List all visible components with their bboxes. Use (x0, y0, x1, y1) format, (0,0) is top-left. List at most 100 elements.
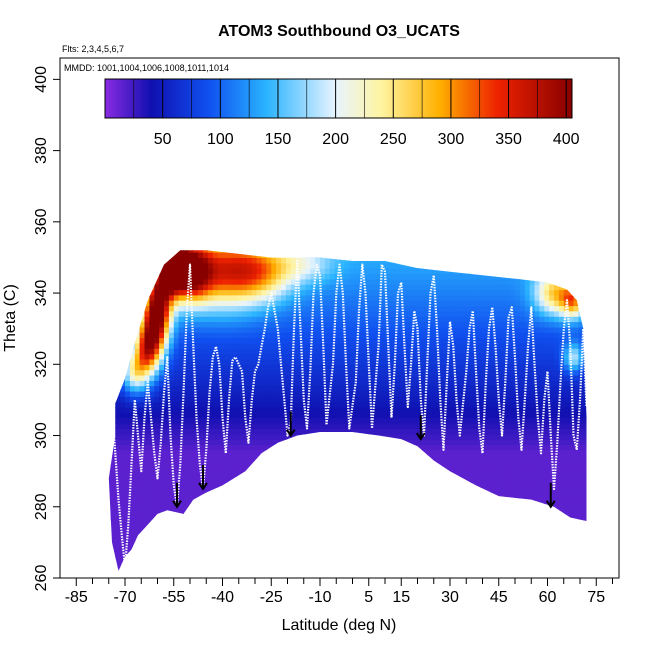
heatmap-cell (402, 278, 409, 285)
heatmap-cell (183, 449, 189, 456)
heatmap-cell (183, 519, 189, 526)
heatmap-cell (320, 481, 326, 488)
heatmap-cell (339, 529, 345, 536)
heatmap-cell (251, 556, 258, 563)
heatmap-cell (178, 444, 185, 451)
heatmap-cell (222, 551, 228, 558)
heatmap-cell (451, 412, 458, 419)
heatmap-cell (227, 310, 233, 317)
heatmap-cell (207, 455, 214, 461)
heatmap-cell (256, 284, 263, 291)
heatmap-cell (232, 273, 238, 280)
heatmap-cell (149, 497, 155, 504)
heatmap-cell (251, 460, 258, 467)
heatmap-cell (451, 268, 458, 274)
heatmap-cell (212, 439, 219, 445)
heatmap-cell (193, 305, 199, 312)
heatmap-cell (154, 262, 160, 269)
heatmap-cell (178, 385, 185, 392)
heatmap-cell (354, 353, 360, 360)
heatmap-cell (383, 562, 389, 568)
heatmap-cell (246, 407, 253, 413)
heatmap-cell (388, 529, 394, 536)
heatmap-cell (466, 380, 472, 387)
heatmap-cell (359, 401, 365, 408)
heatmap-cell (251, 545, 258, 552)
heatmap-cell (334, 503, 341, 510)
heatmap-cell (422, 449, 428, 456)
heatmap-cell (222, 497, 228, 504)
heatmap-cell (120, 342, 126, 349)
heatmap-cell (393, 300, 399, 307)
heatmap-cell (271, 417, 277, 424)
heatmap-cell (256, 524, 263, 531)
heatmap-cell (222, 278, 228, 285)
heatmap-cell (193, 316, 199, 323)
heatmap-cell (145, 241, 151, 247)
heatmap-cell (198, 369, 204, 376)
heatmap-cell (281, 332, 287, 339)
heatmap-cell (378, 364, 384, 371)
heatmap-cell (232, 556, 238, 563)
heatmap-cell (285, 294, 292, 301)
heatmap-cell (271, 503, 277, 510)
heatmap-cell (183, 567, 189, 571)
heatmap-cell (251, 284, 258, 291)
heatmap-cell (198, 455, 204, 461)
heatmap-cell (256, 396, 263, 403)
heatmap-cell (217, 353, 224, 360)
heatmap-cell (149, 284, 155, 291)
heatmap-cell (188, 326, 194, 333)
heatmap-cell (227, 305, 233, 312)
heatmap-cell (188, 332, 194, 339)
heatmap-cell (242, 556, 248, 563)
heatmap-cell (373, 545, 380, 552)
heatmap-cell (164, 342, 170, 349)
heatmap-cell (188, 342, 194, 349)
heatmap-cell (217, 342, 224, 349)
heatmap-cell (168, 417, 175, 424)
heatmap-cell (281, 268, 287, 274)
heatmap-cell (339, 567, 345, 571)
heatmap-cell (383, 455, 389, 461)
heatmap-cell (134, 262, 141, 269)
heatmap-cell (368, 444, 375, 451)
heatmap-cell (173, 305, 180, 312)
heatmap-cell (125, 503, 131, 510)
heatmap-cell (251, 551, 258, 558)
heatmap-cell (349, 503, 355, 510)
heatmap-cell (144, 492, 150, 499)
heatmap-cell (466, 326, 472, 333)
heatmap-cell (329, 250, 336, 253)
heatmap-cell (344, 556, 350, 563)
heatmap-cell (222, 567, 228, 571)
heatmap-cell (466, 300, 472, 307)
heatmap-cell (149, 551, 155, 558)
heatmap-cell (183, 353, 189, 360)
heatmap-cell (446, 465, 453, 472)
heatmap-cell (417, 385, 423, 392)
heatmap-cell (305, 385, 311, 392)
heatmap-cell (266, 257, 272, 264)
heatmap-cell (217, 380, 224, 387)
heatmap-cell (393, 391, 399, 397)
heatmap-cell (480, 401, 487, 408)
heatmap-cell (388, 326, 394, 333)
heatmap-cell (164, 545, 170, 552)
heatmap-cell (432, 519, 438, 526)
heatmap-cell (490, 497, 497, 504)
heatmap-cell (461, 524, 467, 531)
heatmap-cell (164, 407, 170, 413)
heatmap-cell (334, 524, 341, 531)
heatmap-cell (373, 540, 380, 547)
heatmap-cell (144, 551, 150, 558)
heatmap-cell (281, 401, 287, 408)
heatmap-cell (476, 250, 482, 253)
heatmap-cell (183, 439, 189, 445)
heatmap-cell (466, 455, 472, 461)
heatmap-cell (485, 497, 492, 504)
heatmap-cell (373, 353, 380, 360)
heatmap-cell (329, 380, 336, 387)
heatmap-cell (237, 519, 243, 526)
heatmap-cell (368, 268, 375, 274)
